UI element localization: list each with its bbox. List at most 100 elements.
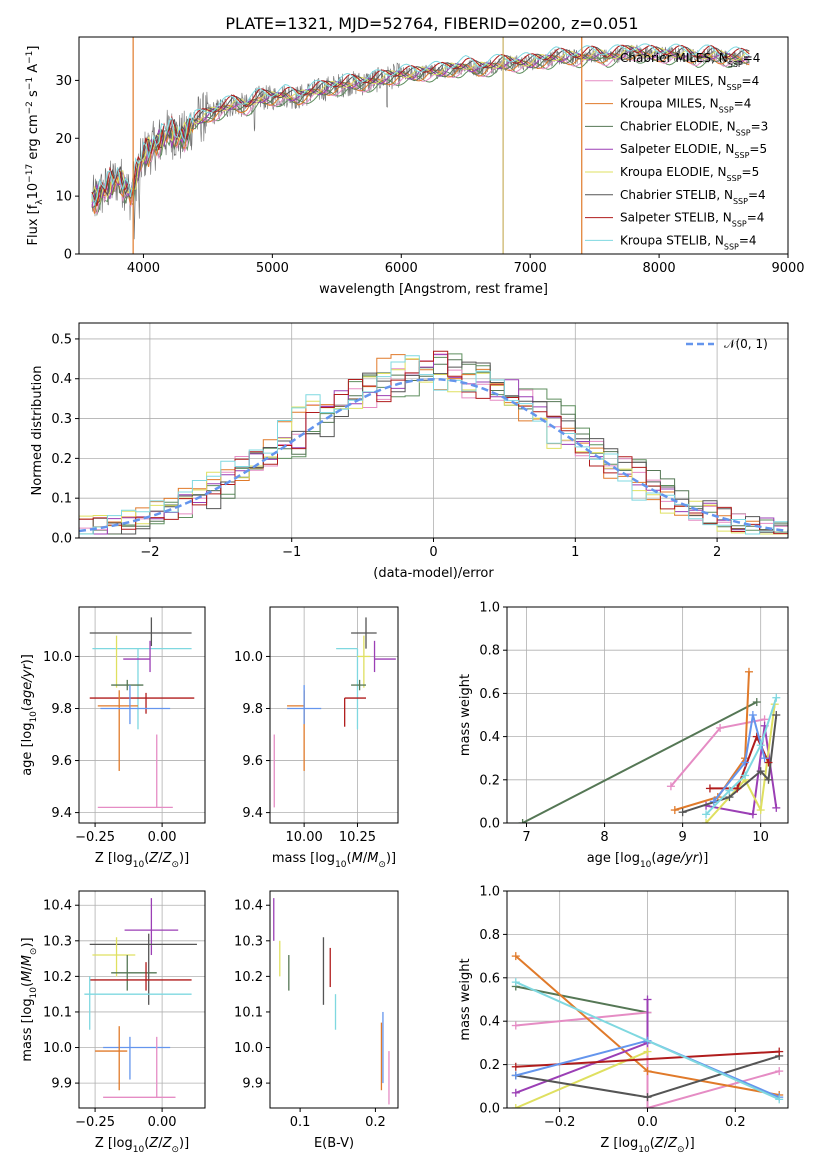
legend-label: Salpeter ELODIE, NSSP=5	[620, 142, 767, 160]
weight-marker	[760, 754, 769, 763]
y-tick-label: 0	[64, 248, 72, 263]
weight-marker	[678, 808, 687, 817]
model-spectrum-7	[91, 44, 750, 207]
y-axis-label: Normed distribution	[30, 366, 45, 496]
model-spectrum-6	[91, 45, 750, 205]
weight-marker	[748, 711, 757, 719]
weight-marker	[518, 819, 527, 823]
weight-marker	[752, 698, 761, 707]
x-tick-label: 10.00	[286, 830, 323, 845]
legend-label: Salpeter MILES, NSSP=4	[620, 74, 759, 92]
x-tick-label: −1	[282, 545, 301, 560]
x-axis-label: Z [log10(Z/Z⊙)]	[600, 1136, 694, 1155]
y-tick-label: 0.0	[51, 532, 72, 547]
y-tick-label: 0.8	[479, 644, 500, 659]
weight-marker	[643, 995, 652, 1004]
panel-mass-age: 10.00 10.25 9.4 9.6 9.8 10.0 mass [log10(M/M⊙)…	[234, 606, 399, 870]
y-tick-label: 0.4	[479, 730, 500, 745]
plot-area-z-mass	[84, 898, 197, 1098]
y-tick-label: 10.0	[43, 1041, 72, 1056]
y-tick-label: 10.1	[43, 1005, 72, 1020]
y-axis-label: mass weight	[458, 958, 473, 1040]
weight-marker	[666, 782, 675, 791]
weight-marker	[756, 741, 765, 750]
x-tick-label: 8000	[643, 261, 676, 276]
errorbar-point	[103, 1036, 176, 1098]
y-tick-label: 9.8	[242, 702, 263, 717]
y-tick-label: 10.1	[234, 1005, 263, 1020]
x-tick-label: 10.25	[339, 830, 376, 845]
errorbar-point	[351, 679, 366, 691]
weight-marker	[764, 775, 773, 784]
weight-line-4	[705, 704, 776, 823]
weight-marker	[741, 771, 750, 780]
x-tick-label: −0.25	[75, 830, 115, 845]
y-tick-label: 0.6	[479, 971, 500, 986]
hist-8	[79, 355, 788, 535]
y-tick-label: 9.9	[242, 1077, 263, 1092]
plot-area-z-weight	[511, 952, 784, 1108]
weight-marker	[733, 784, 742, 793]
y-tick-label: 10.0	[234, 650, 263, 665]
weight-marker	[725, 786, 734, 795]
plot-area-age-weight	[518, 667, 781, 823]
legend-label: Salpeter STELIB, NSSP=4	[620, 211, 764, 229]
y-axis-label: mass weight	[458, 674, 473, 756]
y-tick-label: 9.4	[242, 806, 263, 821]
weight-marker	[511, 1071, 520, 1080]
legend-label: Kroupa MILES, NSSP=4	[620, 97, 751, 115]
errorbar-point	[287, 685, 322, 725]
errorbar-point	[95, 1026, 128, 1091]
y-tick-label: 10.2	[234, 970, 263, 985]
y-tick-label: 9.8	[51, 702, 72, 717]
y-tick-label: 0.4	[479, 1015, 500, 1030]
x-axis-label: wavelength [Angstrom, rest frame]	[319, 282, 548, 297]
weight-marker	[643, 1047, 652, 1056]
errorbar-point	[123, 640, 151, 673]
x-tick-label: −0.25	[75, 1115, 115, 1130]
y-tick-label: 10.0	[234, 1041, 263, 1056]
hist-3	[79, 359, 788, 535]
weight-marker	[670, 806, 679, 815]
y-tick-label: 0.0	[479, 817, 500, 832]
x-axis-label: mass [log10(M/M⊙)]	[272, 851, 396, 870]
weight-marker	[511, 1062, 520, 1071]
weight-marker	[756, 806, 765, 815]
x-axis-label: Z [log10(Z/Z⊙)]	[95, 1136, 189, 1155]
x-tick-label: 9	[678, 830, 686, 845]
x-tick-label: 9000	[771, 261, 804, 276]
y-tick-label: 0.0	[479, 1102, 500, 1117]
hist-7	[79, 350, 788, 535]
y-tick-label: 0.6	[479, 687, 500, 702]
weight-line-8	[515, 981, 780, 1101]
panel-z-weight: −0.2 0.0 0.2 0.0 0.2 0.4 0.6 0.8 1.0 Z [log10(Z/Z…	[458, 885, 789, 1155]
weight-marker	[702, 819, 711, 823]
axes-frame	[78, 890, 206, 1109]
x-tick-label: −0.2	[544, 1115, 576, 1130]
weight-line-2	[674, 671, 750, 811]
y-tick-label: 0.5	[51, 332, 72, 347]
weight-marker	[709, 797, 718, 806]
errorbar-point	[124, 898, 179, 956]
model-spectrum-5	[91, 45, 750, 204]
axes-frame	[78, 36, 789, 255]
weight-marker	[511, 978, 520, 987]
y-tick-label: 0.2	[51, 452, 72, 467]
errorbar-point	[111, 679, 144, 691]
x-tick-label: 10	[752, 830, 769, 845]
x-tick-label: 1	[571, 545, 579, 560]
legend-label: Chabrier MILES, NSSP=4	[620, 51, 760, 69]
x-tick-label: 6000	[385, 261, 418, 276]
errorbar-point	[92, 647, 192, 730]
x-tick-label: 0.0	[637, 1115, 658, 1130]
plot-layer: 4000 5000 6000 7000 8000 90000102030wavelengt…	[20, 36, 805, 1155]
x-tick-label: 0.2	[725, 1115, 746, 1130]
y-tick-label: 0.8	[479, 928, 500, 943]
spectrum-legend: Chabrier MILES, NSSP=4 Salpeter MILES, NS…	[585, 51, 768, 251]
panel-residuals: −2 −1 0 1 2 0.0 0.1 0.2 0.3 0.4 0.5 𝒩(0, 1) (data-mo…	[30, 322, 789, 581]
legend-label: Kroupa ELODIE, NSSP=5	[620, 165, 759, 183]
y-tick-label: 10	[55, 190, 72, 205]
errorbar-point	[97, 690, 138, 771]
errorbar-point	[89, 962, 192, 991]
errorbar-point	[111, 955, 157, 991]
